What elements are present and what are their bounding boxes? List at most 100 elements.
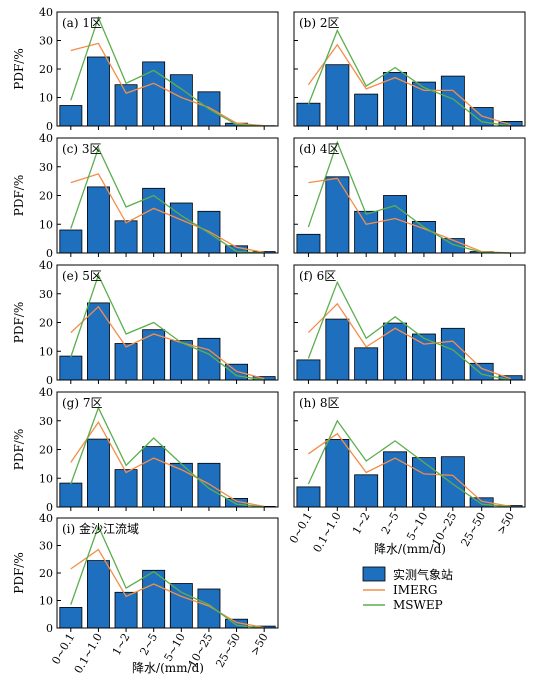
- mswep-line: [70, 273, 265, 381]
- bar-0.1~1.0: [87, 438, 110, 508]
- panel-title: (b) 2区: [299, 16, 340, 30]
- y-axis-label: PDF/%: [12, 48, 26, 89]
- imerg-line: [308, 177, 511, 254]
- imerg-line: [307, 43, 511, 126]
- mswep-line: [307, 28, 511, 127]
- x-tick-label: 0.1~1.0: [311, 510, 344, 555]
- legend-label-station: 实测气象站: [393, 567, 453, 582]
- x-tick-label: 5~10: [404, 510, 430, 543]
- bar-2~5: [383, 322, 408, 381]
- bar-0~0.1: [59, 482, 83, 508]
- x-tick-label: 0~0.1: [287, 510, 315, 546]
- bar-0.1~1.0: [325, 176, 350, 254]
- panel-d: (d) 4区: [293, 137, 526, 257]
- bar-1~2: [114, 220, 138, 254]
- bar-0~0.1: [59, 355, 83, 381]
- panel-title: (h) 8区: [299, 396, 340, 410]
- bar-0.1~1.0: [87, 560, 110, 629]
- bar-5~10: [169, 583, 193, 629]
- y-tick-label: 0: [46, 501, 53, 514]
- imerg-line: [70, 305, 265, 380]
- bar-10~25: [197, 588, 221, 629]
- bar-10~25: [197, 462, 221, 508]
- x-tick-label: >50: [248, 631, 271, 658]
- y-tick-label: 20: [39, 63, 53, 76]
- panel-h: (h) 8区0~0.10.1~1.0 1~2 2~5 5~10 10~25 25~50 >5…: [287, 391, 526, 555]
- bar-10~25: [440, 75, 465, 127]
- panel-title: (e) 5区: [62, 269, 102, 283]
- bar-0~0.1: [59, 607, 83, 629]
- y-axis-label: PDF/%: [12, 302, 26, 343]
- y-tick-label: 20: [39, 317, 53, 330]
- bar-1~2: [114, 343, 138, 381]
- bar-5~10: [411, 81, 436, 127]
- panel-title: (d) 4区: [299, 142, 340, 156]
- bar-0~0.1: [296, 233, 321, 254]
- y-tick-label: 0: [46, 120, 53, 133]
- bar-0.1~1.0: [87, 186, 110, 254]
- bar-0~0.1: [296, 359, 321, 381]
- bar-1~2: [354, 93, 379, 127]
- x-tick-label: 0~0.1: [49, 631, 77, 667]
- x-tick-label: 2~5: [379, 510, 402, 537]
- panel-title: (a) 1区: [62, 16, 102, 30]
- x-tick-label: >50: [494, 510, 517, 537]
- y-tick-label: 40: [39, 512, 53, 525]
- x-tick-label: 25~50: [458, 510, 488, 549]
- mswep-line: [70, 406, 265, 508]
- y-axis-label: PDF/%: [12, 175, 26, 216]
- y-tick-label: 30: [39, 35, 53, 48]
- mswep-line: [70, 524, 265, 629]
- mswep-line: [70, 146, 265, 254]
- bar-0~0.1: [59, 105, 83, 127]
- y-tick-label: 40: [39, 6, 53, 19]
- bar-2~5: [383, 195, 408, 254]
- x-axis-label-right: 降水/(mm/d): [374, 542, 446, 556]
- y-tick-label: 0: [46, 374, 53, 387]
- y-tick-label: 0: [46, 247, 53, 260]
- legend-swatch-station: [362, 566, 386, 582]
- y-tick-label: 20: [39, 190, 53, 203]
- bar-5~10: [411, 457, 436, 508]
- y-tick-label: 40: [39, 132, 53, 145]
- y-tick-label: 30: [39, 540, 53, 553]
- panel-a: 0 10 20 30 40 (a) 1区 PDF/%: [12, 6, 279, 133]
- y-tick-label: 10: [39, 92, 53, 105]
- y-tick-label: 10: [39, 595, 53, 608]
- mswep-line: [307, 280, 511, 381]
- y-tick-label: 40: [39, 386, 53, 399]
- x-tick-label: 1~2: [110, 631, 133, 658]
- bar-2~5: [383, 451, 408, 508]
- imerg-line: [70, 42, 265, 127]
- imerg-line: [70, 420, 265, 508]
- legend-label-mswep: MSWEP: [393, 598, 443, 612]
- y-tick-label: 10: [39, 218, 53, 231]
- bar-1~2: [114, 591, 138, 629]
- mswep-line: [307, 140, 511, 254]
- y-tick-label: 20: [39, 567, 53, 580]
- mswep-line: [70, 15, 265, 127]
- x-tick-label: 2~5: [137, 631, 160, 658]
- mswep-line: [307, 419, 511, 508]
- bar-0.1~1.0: [325, 438, 350, 508]
- y-tick-label: 30: [39, 161, 53, 174]
- bar-10~25: [440, 327, 465, 381]
- y-tick-label: 30: [39, 288, 53, 301]
- y-axis-label: PDF/%: [12, 552, 26, 593]
- bar-0~0.1: [296, 102, 321, 127]
- y-tick-label: 30: [39, 415, 53, 428]
- x-tick-label: 1~2: [350, 510, 373, 537]
- panel-title: (g) 7区: [62, 396, 103, 410]
- y-tick-label: 40: [39, 259, 53, 272]
- imerg-line: [70, 548, 265, 629]
- bar-1~2: [354, 210, 379, 254]
- bar-0.1~1.0: [325, 318, 350, 381]
- bar-2~5: [142, 446, 166, 508]
- x-tick-label: 5~10: [162, 631, 188, 664]
- bar-25~50: [225, 363, 249, 381]
- x-tick-label: 25~50: [213, 631, 243, 670]
- panel-title: (i) 金沙江流域: [62, 521, 139, 536]
- x-axis-label-left: 降水/(mm/d): [132, 661, 204, 675]
